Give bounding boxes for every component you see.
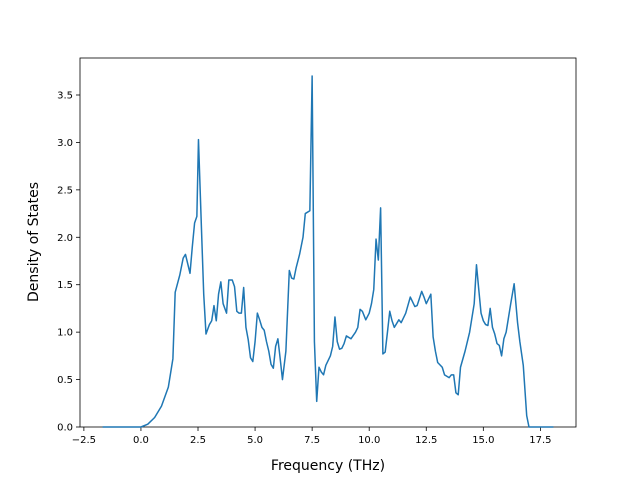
y-tick-label: 3.5 [57, 90, 73, 101]
y-axis-label: Density of States [26, 182, 42, 302]
x-tick-label: 0.0 [133, 435, 149, 446]
x-tick-label: 10.0 [358, 435, 380, 446]
x-tick-label: 7.5 [304, 435, 320, 446]
line-series [102, 75, 554, 428]
y-tick-label: 1.0 [57, 328, 73, 339]
x-tick-label: 17.5 [529, 435, 551, 446]
x-tick-label: 5.0 [247, 435, 263, 446]
y-tick-label: 1.5 [57, 280, 73, 291]
x-tick-label: 15.0 [472, 435, 494, 446]
x-tick-label: 2.5 [190, 435, 206, 446]
y-tick-label: 2.5 [57, 185, 73, 196]
plot-frame [79, 57, 577, 428]
x-axis-label: Frequency (THz) [271, 458, 385, 474]
x-tick-label: 12.5 [415, 435, 437, 446]
y-tick-label: 2.0 [57, 233, 73, 244]
y-tick-label: 3.0 [57, 138, 73, 149]
y-tick-label: 0.5 [57, 375, 73, 386]
x-tick-label: −2.5 [72, 435, 96, 446]
y-tick-label: 0.0 [57, 423, 73, 434]
